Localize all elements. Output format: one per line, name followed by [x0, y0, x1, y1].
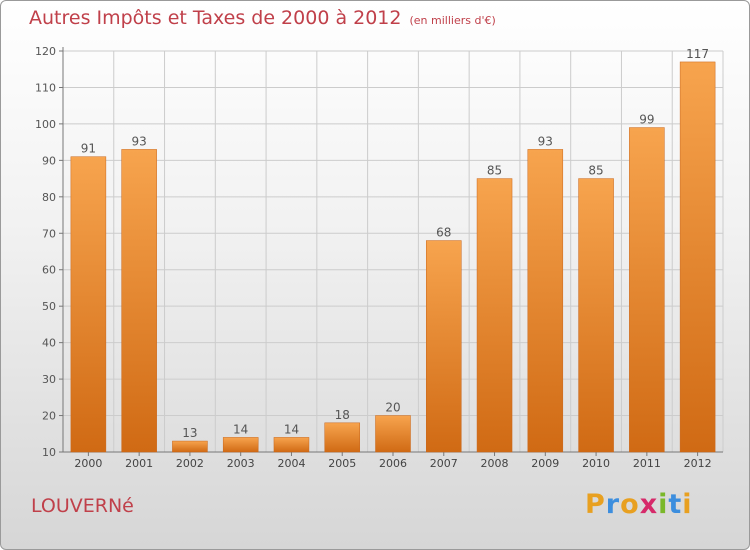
data-label: 99 — [639, 113, 654, 127]
logo-letter: P — [585, 489, 606, 520]
logo-letter: i — [658, 489, 669, 520]
bar-2009 — [527, 149, 564, 453]
bar-2000 — [70, 156, 107, 453]
bar-2011 — [629, 127, 665, 453]
bar-2008 — [476, 178, 513, 453]
tick-labels: 10 20 30 40 50 60 70 80 90 100 110 120 2000 2001 2002 2… — [35, 45, 712, 470]
data-label: 93 — [132, 134, 147, 148]
logo-letter: x — [639, 489, 659, 520]
y-tick-label: 20 — [42, 410, 56, 423]
grid-lines — [62, 50, 724, 453]
x-tick-label: 2009 — [531, 457, 559, 470]
x-tick-label: 2004 — [277, 457, 305, 470]
x-tick-label: 2002 — [176, 457, 204, 470]
x-tick-label: 2003 — [227, 457, 255, 470]
bar-2001 — [121, 149, 157, 453]
chart-title: Autres Impôts et Taxes de 2000 à 2012 — [29, 7, 402, 29]
data-label: 117 — [686, 47, 709, 61]
logo-letter: o — [620, 489, 640, 520]
commune-name: LOUVERNé — [31, 495, 134, 517]
bar-2003 — [222, 437, 259, 453]
y-tick-label: 120 — [35, 45, 56, 58]
data-label: 14 — [233, 422, 248, 436]
data-label: 93 — [538, 134, 553, 148]
y-tick-label: 90 — [42, 154, 56, 167]
logo-letter: i — [682, 489, 693, 520]
y-tick-label: 40 — [42, 337, 56, 350]
x-tick-label: 2001 — [125, 457, 153, 470]
bars — [70, 61, 716, 453]
data-label: 20 — [385, 401, 400, 415]
x-tick-label: 2005 — [328, 457, 356, 470]
x-tick-label: 2006 — [379, 457, 407, 470]
bar-2012 — [679, 61, 716, 453]
proxiti-logo: Proxiti — [585, 489, 693, 520]
bar-2007 — [426, 240, 462, 453]
data-label: 13 — [182, 426, 197, 440]
y-tick-label: 30 — [42, 373, 56, 386]
y-tick-label: 80 — [42, 191, 56, 204]
chart-title-block: Autres Impôts et Taxes de 2000 à 2012 (en… — [29, 7, 496, 29]
data-label: 68 — [436, 226, 451, 240]
y-tick-label: 70 — [42, 227, 56, 240]
data-labels: 91 93 13 14 14 18 20 68 85 93 85 99 117 — [81, 47, 709, 440]
chart-subtitle: (en milliers d'€) — [409, 14, 496, 27]
axes — [59, 47, 723, 456]
y-tick-label: 100 — [35, 118, 56, 131]
bar-2005 — [324, 422, 360, 453]
x-tick-label: 2010 — [582, 457, 610, 470]
data-label: 85 — [588, 164, 603, 178]
logo-letter: r — [605, 489, 621, 520]
x-tick-label: 2000 — [74, 457, 102, 470]
x-tick-label: 2012 — [684, 457, 712, 470]
y-tick-label: 110 — [35, 81, 56, 94]
x-tick-label: 2008 — [481, 457, 509, 470]
y-tick-label: 10 — [42, 446, 56, 459]
data-label: 91 — [81, 142, 96, 156]
logo-letter: t — [668, 489, 683, 520]
bar-2006 — [375, 415, 411, 453]
bar-2004 — [273, 437, 310, 453]
x-tick-label: 2011 — [633, 457, 661, 470]
bar-2010 — [578, 178, 614, 453]
data-label: 18 — [335, 408, 350, 422]
bar-2002 — [172, 440, 208, 453]
y-tick-label: 60 — [42, 264, 56, 277]
data-label: 85 — [487, 164, 502, 178]
data-label: 14 — [284, 422, 299, 436]
x-tick-label: 2007 — [430, 457, 458, 470]
y-tick-label: 50 — [42, 300, 56, 313]
